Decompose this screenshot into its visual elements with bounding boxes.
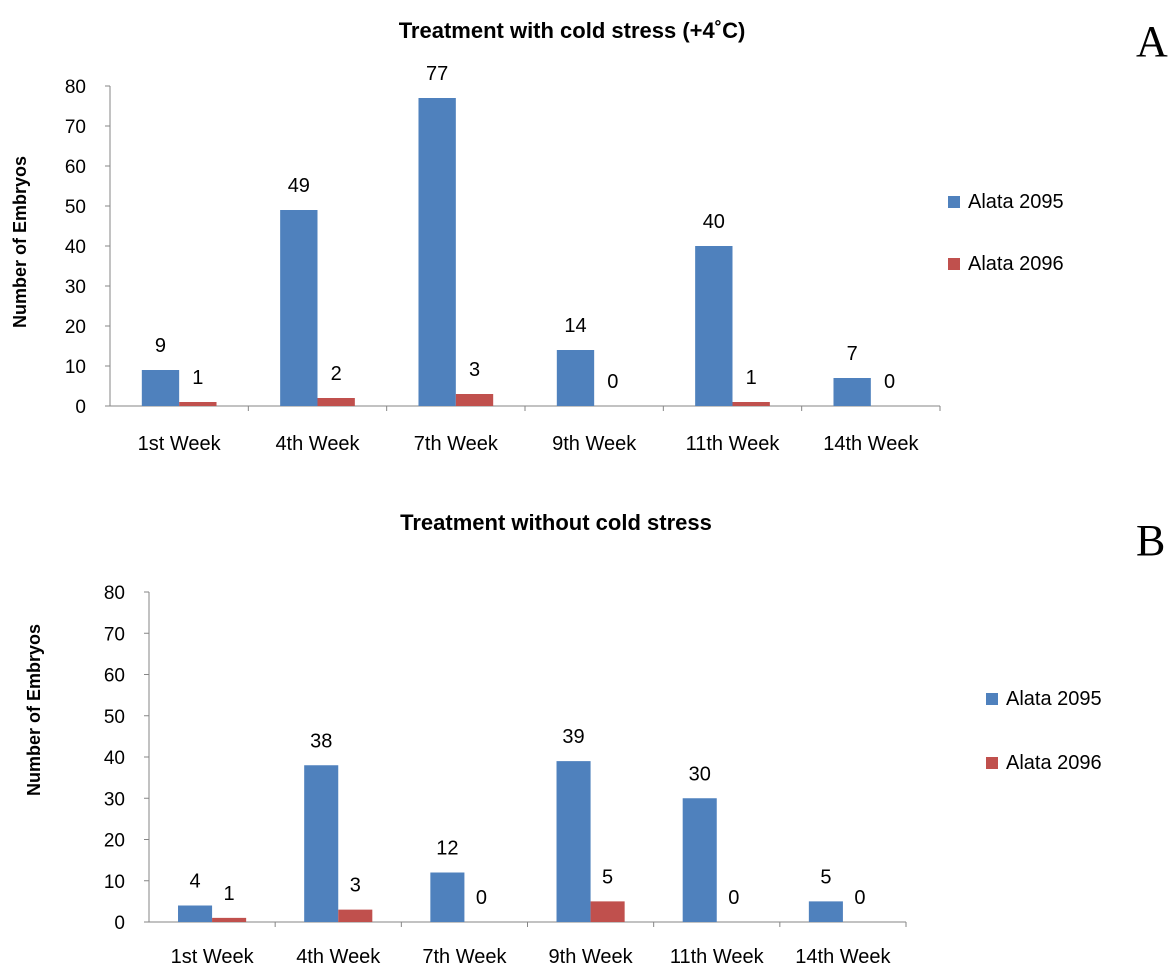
bar-series-1 (808, 901, 843, 922)
data-label: 0 (728, 887, 739, 909)
bar-series-2 (455, 394, 494, 406)
bar-series-1 (556, 761, 591, 922)
y-tick-label: 40 (104, 748, 125, 769)
data-label: 40 (703, 211, 725, 233)
data-label: 39 (562, 726, 584, 748)
bar-series-1 (141, 370, 180, 406)
bar-series-1 (304, 765, 339, 922)
data-label: 2 (331, 363, 342, 385)
bar-series-2 (338, 909, 373, 922)
y-tick-label: 60 (65, 157, 86, 178)
y-tick-label: 0 (114, 913, 125, 934)
y-axis-label: Number of Embryos (10, 156, 30, 328)
x-tick-label: 14th Week (795, 946, 891, 967)
x-tick-label: 11th Week (670, 946, 765, 967)
legend-swatch (948, 196, 960, 208)
data-label: 12 (436, 838, 458, 860)
data-label: 5 (820, 866, 831, 888)
data-label: 4 (189, 871, 200, 893)
chart-title: Treatment with cold stress (+4˚C) (399, 18, 746, 43)
legend-swatch (986, 757, 998, 769)
bar-series-1 (682, 798, 717, 922)
legend-entry: Alata 2095 (968, 191, 1064, 213)
y-tick-label: 50 (104, 707, 125, 728)
y-tick-label: 50 (65, 197, 86, 218)
x-tick-label: 1st Week (138, 433, 222, 455)
y-tick-label: 40 (65, 237, 86, 258)
legend-swatch (948, 258, 960, 270)
y-axis-label: Number of Embryos (24, 624, 44, 796)
data-label: 49 (288, 175, 310, 197)
bar-series-1 (418, 98, 456, 406)
y-tick-label: 70 (65, 117, 86, 138)
data-label: 5 (602, 866, 613, 888)
x-tick-label: 4th Week (296, 946, 381, 967)
chart-title: Treatment without cold stress (400, 510, 712, 535)
data-label: 0 (607, 371, 618, 393)
panel-label: B (1136, 516, 1165, 565)
bar-series-2 (317, 398, 355, 406)
bar-series-2 (732, 402, 770, 406)
y-tick-label: 80 (104, 583, 125, 604)
x-tick-label: 14th Week (823, 433, 919, 455)
x-tick-label: 7th Week (422, 946, 507, 967)
bar-series-1 (833, 378, 871, 406)
legend-entry: Alata 2095 (1006, 688, 1102, 710)
y-tick-label: 70 (104, 624, 125, 645)
y-tick-label: 60 (104, 666, 125, 687)
chart-panel-a: Treatment with cold stress (+4˚C) A Number… (10, 17, 1168, 455)
data-label: 1 (746, 367, 757, 389)
bar-series-1 (430, 872, 465, 922)
y-tick-label: 20 (104, 831, 125, 852)
bar-series-2 (590, 901, 625, 922)
x-tick-label: 9th Week (549, 946, 634, 967)
data-label: 3 (469, 359, 480, 381)
data-label: 30 (689, 763, 711, 785)
legend-entry: Alata 2096 (968, 253, 1064, 275)
x-tick-label: 11th Week (686, 433, 781, 455)
data-label: 3 (350, 875, 361, 897)
data-label: 0 (476, 887, 487, 909)
chart-panel-b: Treatment without cold stress B Number of … (24, 510, 1165, 967)
bar-series-2 (212, 917, 247, 922)
data-label: 9 (155, 335, 166, 357)
legend-swatch (986, 693, 998, 705)
bar-series-1 (178, 905, 213, 922)
y-tick-label: 20 (65, 317, 86, 338)
data-label: 0 (884, 371, 895, 393)
x-tick-label: 7th Week (414, 433, 499, 455)
bar-series-1 (695, 246, 733, 406)
bar-series-2 (179, 402, 217, 406)
data-label: 0 (854, 887, 865, 909)
x-tick-label: 1st Week (171, 946, 255, 967)
data-label: 14 (564, 315, 586, 337)
x-tick-label: 9th Week (552, 433, 637, 455)
x-tick-label: 4th Week (275, 433, 360, 455)
y-tick-label: 30 (104, 789, 125, 810)
data-label: 1 (192, 367, 203, 389)
data-label: 38 (310, 730, 332, 752)
data-label: 1 (224, 883, 235, 905)
y-tick-label: 0 (75, 397, 86, 418)
data-label: 77 (426, 63, 448, 85)
bar-series-1 (556, 350, 595, 406)
bar-series-1 (280, 210, 318, 406)
legend-entry: Alata 2096 (1006, 752, 1102, 774)
data-label: 7 (847, 343, 858, 365)
y-tick-label: 30 (65, 277, 86, 298)
y-tick-label: 10 (104, 872, 125, 893)
panel-label: A (1136, 17, 1168, 66)
y-tick-label: 10 (65, 357, 86, 378)
y-tick-label: 80 (65, 77, 86, 98)
